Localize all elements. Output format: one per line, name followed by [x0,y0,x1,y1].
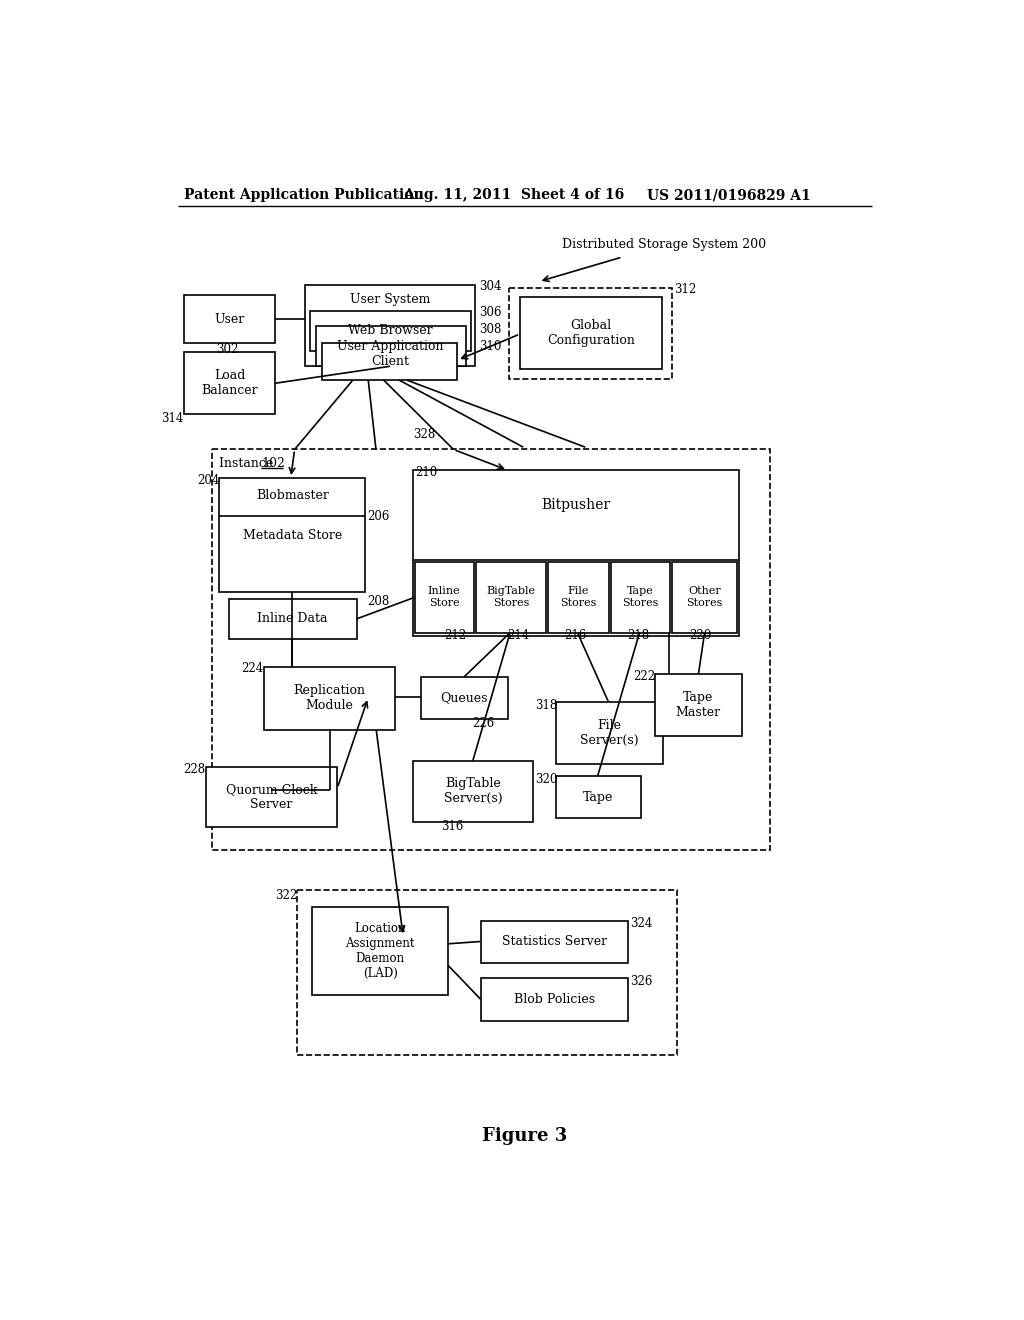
Text: 216: 216 [564,630,587,643]
Text: 102: 102 [261,457,285,470]
Text: Blobmaster: Blobmaster [256,490,329,502]
Text: 228: 228 [183,763,206,776]
Bar [611,562,670,632]
Text: 322: 322 [274,888,297,902]
Bar [315,326,466,367]
Text: 212: 212 [444,630,466,643]
Bar [322,343,458,380]
Text: 314: 314 [162,412,183,425]
Text: Web Browser: Web Browser [347,325,432,338]
Text: US 2011/0196829 A1: US 2011/0196829 A1 [647,189,811,202]
Text: Replication
Module: Replication Module [294,684,366,713]
Text: User: User [214,313,245,326]
Bar [263,667,395,730]
Text: Distributed Storage System 200: Distributed Storage System 200 [562,238,766,251]
Bar [520,297,662,368]
Bar [414,760,534,822]
Text: File
Server(s): File Server(s) [580,719,639,747]
Text: Statistics Server: Statistics Server [502,936,607,948]
Bar [297,890,677,1056]
Text: Aug. 11, 2011  Sheet 4 of 16: Aug. 11, 2011 Sheet 4 of 16 [403,189,625,202]
Text: 218: 218 [627,630,649,643]
Text: Other
Stores: Other Stores [686,586,723,609]
Text: 320: 320 [535,772,557,785]
Bar [480,921,628,964]
Text: Instance: Instance [219,457,278,470]
Text: 312: 312 [675,282,696,296]
Bar [305,285,475,367]
Text: User System: User System [350,293,430,306]
Text: File
Stores: File Stores [560,586,596,609]
Text: 318: 318 [536,698,557,711]
Text: 324: 324 [630,917,652,931]
Text: Tape
Master: Tape Master [676,692,721,719]
Text: Blob Policies: Blob Policies [514,993,595,1006]
Text: 328: 328 [414,428,435,441]
Text: 316: 316 [441,820,464,833]
Bar [480,978,628,1020]
Text: Location
Assignment
Daemon
(LAD): Location Assignment Daemon (LAD) [345,923,415,981]
Bar [421,677,508,719]
Bar [672,562,737,632]
Text: Quorum Clock
Server: Quorum Clock Server [225,783,317,810]
Text: BigTable
Server(s): BigTable Server(s) [444,777,503,805]
Text: Inline
Store: Inline Store [428,586,461,609]
Text: 226: 226 [472,717,495,730]
Text: Queues: Queues [440,692,488,705]
Text: 208: 208 [367,595,389,609]
Text: BigTable
Stores: BigTable Stores [486,586,536,609]
Text: Figure 3: Figure 3 [482,1127,567,1146]
Bar [183,296,275,343]
Bar [655,675,741,737]
Bar [312,907,449,995]
Text: Tape: Tape [584,791,613,804]
Text: User Application: User Application [338,339,444,352]
Bar [228,599,356,639]
Bar [556,776,641,818]
Text: 310: 310 [479,339,502,352]
Text: Client: Client [371,355,409,368]
Bar [556,702,663,763]
Bar [548,562,608,632]
Text: 306: 306 [479,306,502,319]
Bar [476,562,546,632]
Bar [183,352,275,414]
Text: 326: 326 [630,975,652,989]
Text: 304: 304 [479,280,502,293]
Text: Patent Application Publication: Patent Application Publication [183,189,424,202]
Text: 220: 220 [689,630,712,643]
Text: 206: 206 [367,510,389,523]
Bar [219,478,366,591]
Text: Tape
Stores: Tape Stores [623,586,658,609]
Bar [414,470,738,636]
Text: Bitpusher: Bitpusher [542,498,610,512]
Text: 302: 302 [216,343,239,356]
Text: Metadata Store: Metadata Store [243,529,342,543]
Text: 210: 210 [415,466,437,479]
Bar [415,562,474,632]
Text: 224: 224 [242,663,263,676]
Text: 308: 308 [479,323,502,335]
Bar [206,767,337,826]
Text: 214: 214 [507,630,529,643]
Bar [509,288,672,379]
Text: 204: 204 [197,474,219,487]
Bar [310,312,471,351]
Bar [212,449,770,850]
Text: Global
Configuration: Global Configuration [547,319,635,347]
Text: Inline Data: Inline Data [257,612,328,626]
Text: Load
Balancer: Load Balancer [201,370,258,397]
Text: 222: 222 [633,671,655,684]
